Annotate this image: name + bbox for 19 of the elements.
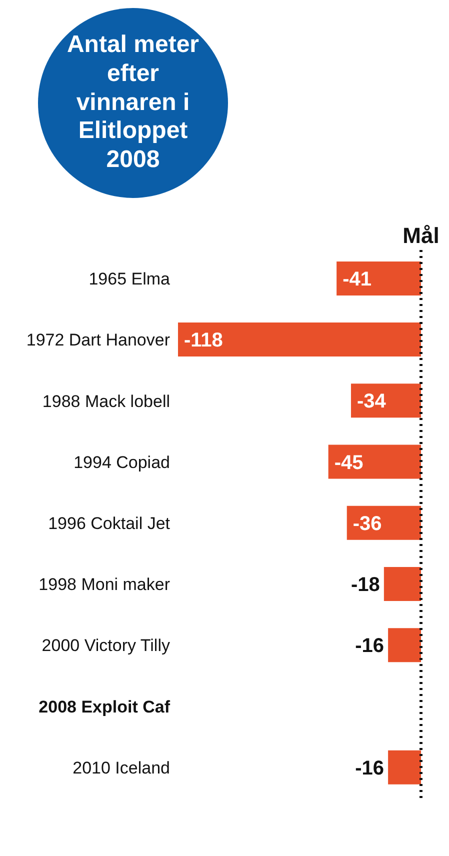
y-tick-label: 1972 Dart Hanover bbox=[26, 330, 170, 350]
y-tick-label: 1994 Copiad bbox=[74, 452, 170, 472]
y-tick-label: 2000 Victory Tilly bbox=[42, 636, 170, 656]
ref-line-label: Mål bbox=[402, 223, 440, 248]
y-tick-label: 2008 Exploit Caf bbox=[38, 697, 170, 716]
y-tick-label: 1996 Coktail Jet bbox=[48, 514, 170, 533]
data-label: -16 bbox=[355, 757, 384, 780]
data-label: -34 bbox=[356, 390, 387, 413]
y-tick-label: 1965 Elma bbox=[88, 270, 171, 289]
data-label: -41 bbox=[342, 268, 372, 290]
data-label: -118 bbox=[184, 330, 223, 352]
data-label: -36 bbox=[352, 512, 382, 535]
data-label: -16 bbox=[355, 635, 384, 658]
data-label: -18 bbox=[351, 574, 380, 596]
data-label: -45 bbox=[334, 452, 364, 474]
y-tick-label: 2010 Iceland bbox=[72, 758, 170, 778]
y-tick-label: 1998 Moni maker bbox=[38, 575, 170, 594]
chart-title: Antal meter efter vinnaren i Elitloppet 2008 bbox=[66, 31, 200, 175]
y-tick-label: 1988 Mack lobell bbox=[42, 392, 170, 411]
